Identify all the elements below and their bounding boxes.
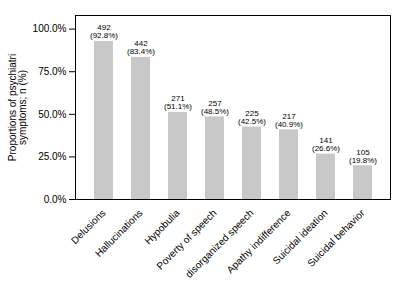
svg-text:257(48.5%): 257(48.5%)	[201, 99, 229, 116]
svg-text:50.0%: 50.0%	[38, 109, 66, 120]
svg-text:100.0%: 100.0%	[33, 23, 67, 34]
svg-text:Proportions of psychiatrisympt: Proportions of psychiatrisymptoms; n (%)	[7, 54, 28, 161]
svg-text:disorganized speech: disorganized speech	[183, 207, 256, 280]
svg-text:141(26.6%): 141(26.6%)	[312, 136, 340, 153]
svg-text:Hallucinations: Hallucinations	[93, 207, 145, 259]
svg-text:442(83.4%): 442(83.4%)	[127, 39, 155, 56]
svg-text:75.0%: 75.0%	[38, 66, 66, 77]
svg-text:Hypobulia: Hypobulia	[142, 207, 182, 247]
svg-text:Poverty of speech: Poverty of speech	[154, 207, 218, 271]
svg-text:25.0%: 25.0%	[38, 151, 66, 162]
svg-text:Suicidal ideation: Suicidal ideation	[270, 207, 330, 267]
svg-text:Apathy indifference: Apathy indifference	[224, 207, 292, 275]
svg-text:225(42.5%): 225(42.5%)	[238, 109, 266, 126]
svg-text:105(19.8%): 105(19.8%)	[349, 148, 377, 165]
svg-text:Suicidal behavior: Suicidal behavior	[305, 207, 367, 269]
svg-text:271(51.1%): 271(51.1%)	[164, 94, 192, 111]
svg-text:Delusions: Delusions	[69, 207, 108, 246]
svg-text:492(92.8%): 492(92.8%)	[90, 23, 118, 40]
svg-text:0.0%: 0.0%	[44, 194, 67, 205]
svg-text:217(40.9%): 217(40.9%)	[275, 112, 303, 129]
